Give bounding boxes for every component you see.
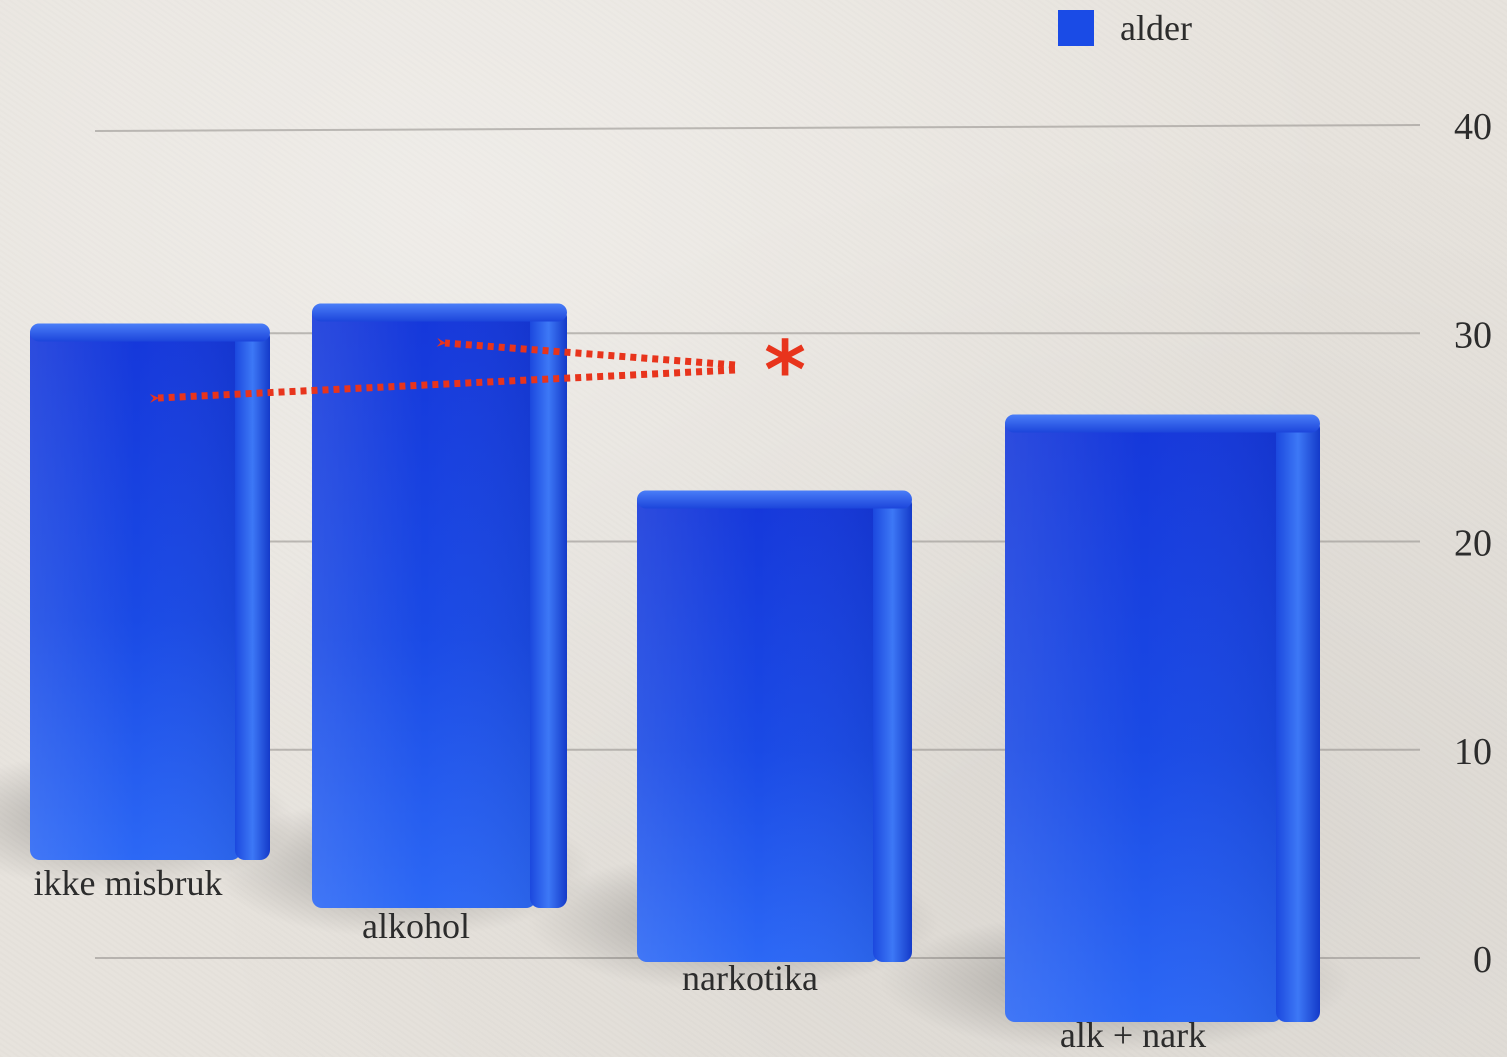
y-tick-label: 0	[1473, 939, 1492, 981]
y-tick-label: 20	[1454, 523, 1492, 565]
bars	[30, 303, 1320, 1022]
legend-label: alder	[1120, 8, 1192, 48]
bar-side	[235, 327, 270, 860]
legend: alder	[1058, 8, 1192, 48]
y-tick-label: 30	[1454, 314, 1492, 356]
bar-top	[312, 303, 567, 322]
annotation: *	[149, 324, 806, 417]
bar-side	[873, 494, 912, 962]
bar-alk-nark	[1005, 414, 1320, 1022]
y-tick-label: 10	[1454, 731, 1492, 773]
y-axis-ticks: 0 10 20 30 40	[1454, 106, 1492, 981]
bar-top	[1005, 414, 1320, 433]
bar-sheen	[30, 323, 241, 860]
bar-narkotika	[637, 490, 912, 962]
x-tick-label: narkotika	[682, 958, 818, 998]
bar-ikke-misbruk	[30, 323, 270, 860]
gridline	[94, 124, 1421, 132]
bar-top	[30, 323, 270, 342]
bar-side	[530, 307, 567, 908]
bar-sheen	[312, 303, 536, 908]
bar-sheen	[1005, 414, 1282, 1022]
annotation-asterisk: *	[764, 324, 806, 417]
y-tick-label: 40	[1454, 106, 1492, 148]
legend-swatch	[1058, 10, 1094, 46]
x-tick-label: alk + nark	[1060, 1015, 1206, 1055]
x-axis-labels: ikke misbruk alkohol narkotika alk + nark	[34, 863, 1207, 1055]
x-tick-label: alkohol	[362, 906, 470, 946]
bar-top	[637, 490, 912, 509]
annotation-arrow	[436, 337, 736, 369]
annotation-arrow	[149, 366, 736, 403]
bar-alkohol	[312, 303, 567, 908]
x-tick-label: ikke misbruk	[34, 863, 223, 903]
bar-sheen	[637, 490, 879, 962]
bar-side	[1276, 418, 1320, 1022]
